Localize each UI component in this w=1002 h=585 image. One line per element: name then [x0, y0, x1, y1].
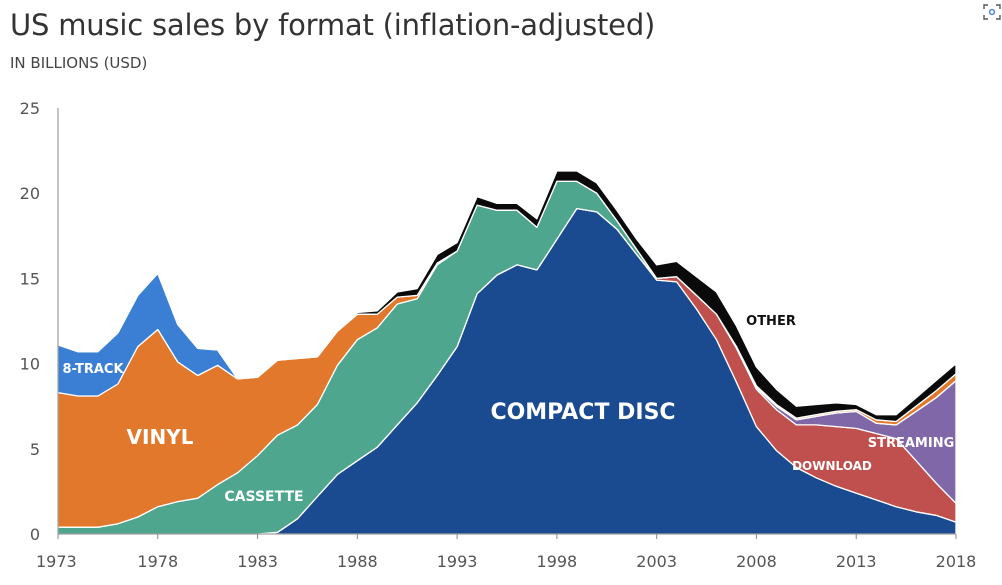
series-label-compact-disc: COMPACT DISC — [490, 400, 675, 425]
x-tick-label: 2013 — [836, 552, 877, 571]
area-layers — [57, 170, 957, 535]
series-label-download: DOWNLOAD — [792, 459, 872, 473]
series-label-cassette: CASSETTE — [224, 489, 303, 505]
y-tick-label: 10 — [20, 355, 40, 374]
x-tick-label: 1983 — [237, 552, 278, 571]
y-tick-label: 0 — [30, 525, 40, 544]
x-tick-label: 1988 — [337, 552, 378, 571]
series-label-other: OTHER — [746, 314, 796, 329]
chart-title: US music sales by format (inflation-adju… — [10, 8, 656, 42]
x-tick-label: 1998 — [537, 552, 578, 571]
y-tick-label: 25 — [20, 99, 40, 118]
x-tick-label: 2018 — [936, 552, 977, 571]
x-tick-label: 1978 — [137, 552, 178, 571]
y-tick-label: 5 — [30, 440, 40, 459]
y-tick-label: 20 — [20, 184, 40, 203]
series-label-8-track: 8-TRACK — [62, 362, 124, 377]
x-tick-label: 2003 — [636, 552, 677, 571]
x-tick-label: 2008 — [736, 552, 777, 571]
y-tick-label: 15 — [20, 269, 40, 288]
series-label-streaming: STREAMING — [868, 436, 955, 451]
series-labels: 8-TRACK VINYL CASSETTE COMPACT DISC OTHER DOW… — [62, 314, 954, 505]
series-label-vinyl: VINYL — [127, 425, 194, 449]
area-other — [57, 170, 957, 423]
axes: 0 5 10 15 20 25 1973 1978 1983 1988 1993 1998 2003 20… — [20, 99, 977, 571]
x-tick-label: 1993 — [437, 552, 478, 571]
scan-icon[interactable] — [982, 2, 1002, 22]
chart-subtitle: IN BILLIONS (USD) — [10, 54, 148, 72]
x-tick-label: 1973 — [36, 552, 77, 571]
